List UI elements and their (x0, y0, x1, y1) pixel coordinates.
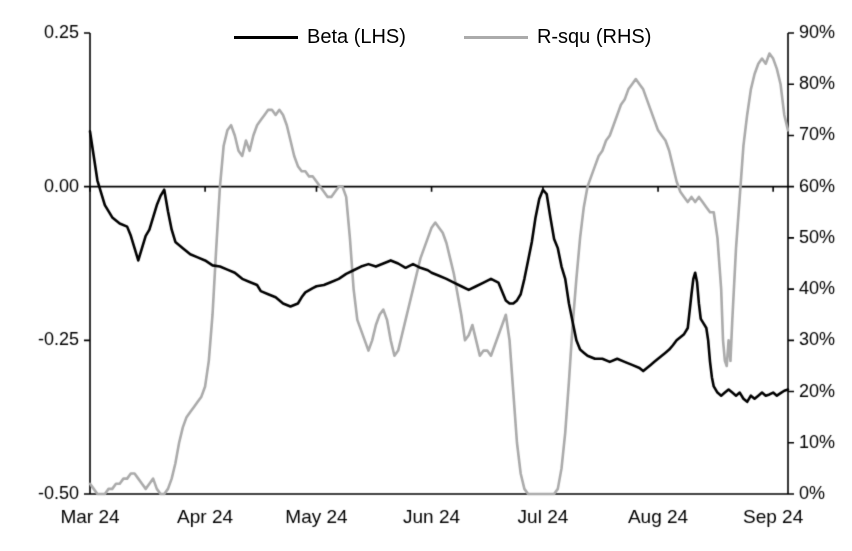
beta-line-sample-icon (234, 36, 299, 39)
legend-item-rsqu: R-squ (RHS) (463, 26, 652, 49)
legend-label-rsqu: R-squ (RHS) (536, 26, 652, 48)
legend-label-beta: Beta (LHS) (307, 26, 406, 48)
legend-item-beta: Beta (LHS) (234, 26, 406, 49)
rsqu-line-sample-icon (463, 36, 528, 39)
chart-legend: Beta (LHS) R-squ (RHS) (234, 26, 651, 49)
